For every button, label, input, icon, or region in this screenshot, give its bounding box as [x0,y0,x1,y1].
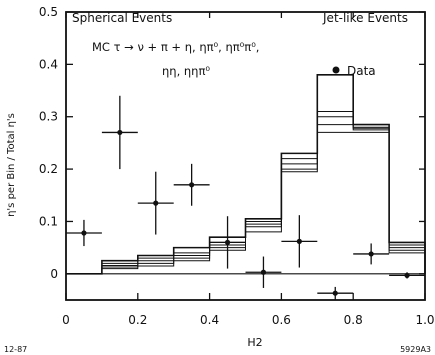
y-tick-label: 0.2 [39,162,58,176]
annotation-spherical-events: Spherical Events [72,11,172,25]
data-point [281,215,318,268]
x-tick-label: 1.0 [415,313,434,327]
data-point [137,171,174,235]
data-point-marker [189,182,195,188]
mc-band-5 [66,74,426,275]
x-tick-label: 0.2 [128,313,147,327]
data-point [353,243,390,265]
plot-frame [65,11,426,301]
data-point [245,256,282,288]
footer-right-code: 5929A3 [400,345,431,354]
legend-data-label: Data [347,64,376,78]
data-point [317,286,354,300]
y-tick-label: 0.5 [39,5,58,19]
legend-data-marker [332,66,340,74]
data-point-marker [296,238,302,244]
y-tick-label: 0.1 [39,214,58,228]
y-tick-label: 0.3 [39,110,58,124]
data-point-marker [153,200,159,206]
annotation-mc-line1: MC τ → ν + π + η, ηπ⁰, ηπ⁰π⁰, [92,40,259,54]
data-point-marker [368,251,374,257]
data-point-marker [224,239,231,245]
data-point-marker [117,129,123,136]
axis-ticks: 0 0.2 0.4 0.6 0.8 1.0 0 0.1 0.2 0.3 0.4 0.5 [39,5,435,327]
data-point [173,163,210,206]
x-tick-label: 0.8 [344,313,363,327]
data-point [101,95,138,170]
data-point-marker [81,230,87,236]
data-points [66,95,425,300]
x-tick-label: 0.6 [272,313,291,327]
data-point-marker [260,269,267,275]
data-point-marker [332,290,338,296]
y-tick-label: 0.4 [39,57,58,71]
x-tick-label: 0.4 [200,313,219,327]
mc-histogram [66,74,426,275]
data-point [209,216,246,269]
x-tick-label: 0 [62,313,70,327]
y-axis-label: η's per Bin / Total η's [6,113,17,217]
data-point [66,219,102,247]
y-tick-label: 0 [50,267,58,281]
annotation-jetlike-events: Jet-like Events [322,11,408,25]
annotation-mc-line2: ηη, ηηπ⁰ [162,64,210,78]
x-axis-label: H2 [247,336,262,349]
data-point-marker [404,272,410,278]
data-point [389,272,425,279]
footer-left-code: 12-87 [4,345,27,354]
